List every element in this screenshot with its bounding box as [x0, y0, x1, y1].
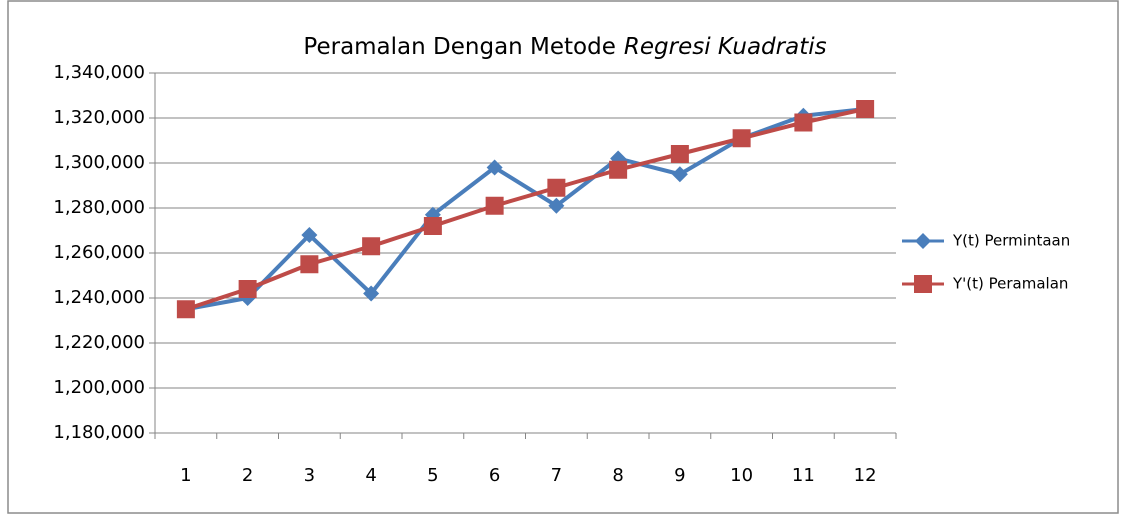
y-tick-label: 1,280,000 [53, 197, 145, 218]
marker [915, 233, 931, 249]
marker [547, 178, 566, 197]
title-part: Peramalan Dengan Metode [303, 34, 615, 60]
x-tick-label: 2 [242, 465, 253, 486]
y-tick-label: 1,340,000 [53, 62, 145, 83]
y-tick-label: 1,300,000 [53, 152, 145, 173]
marker [486, 159, 503, 176]
legend-label: Y(t) Permintaan [952, 232, 1070, 250]
title-part: Regresi Kuadratis [624, 34, 827, 60]
y-tick-label: 1,260,000 [53, 242, 145, 263]
marker [856, 100, 875, 118]
y-tick-label: 1,180,000 [53, 422, 145, 443]
marker [176, 300, 195, 319]
x-tick-label: 3 [304, 465, 315, 486]
marker [914, 275, 932, 293]
marker [362, 237, 381, 256]
marker [671, 166, 688, 183]
x-tick-label: 7 [551, 465, 562, 486]
marker [548, 197, 565, 214]
y-tick-label: 1,220,000 [53, 332, 145, 353]
x-tick-label: 1 [180, 465, 191, 486]
chart-title: Peramalan Dengan Metode Regresi Kuadratis [303, 34, 826, 60]
marker [363, 285, 380, 302]
marker [670, 145, 689, 163]
marker [300, 255, 319, 274]
marker [732, 129, 751, 148]
x-tick-label: 10 [730, 465, 753, 486]
x-tick-label: 4 [365, 465, 376, 486]
marker [485, 196, 504, 215]
x-tick-label: 12 [854, 465, 877, 486]
series-line [185, 107, 866, 312]
x-tick-label: 6 [489, 465, 500, 486]
marker [794, 113, 813, 132]
marker [238, 280, 257, 298]
y-tick-label: 1,200,000 [53, 377, 145, 398]
legend-label: Y'(t) Peramalan [952, 275, 1068, 293]
x-tick-label: 8 [612, 465, 623, 486]
y-tick-label: 1,320,000 [53, 107, 145, 128]
marker [609, 160, 628, 179]
chart-frame [7, 0, 1119, 514]
y-tick-label: 1,240,000 [53, 287, 145, 308]
marker [301, 227, 318, 243]
x-tick-label: 11 [792, 465, 815, 486]
x-tick-label: 9 [674, 465, 685, 486]
x-tick-label: 5 [427, 465, 438, 486]
marker [423, 217, 442, 235]
